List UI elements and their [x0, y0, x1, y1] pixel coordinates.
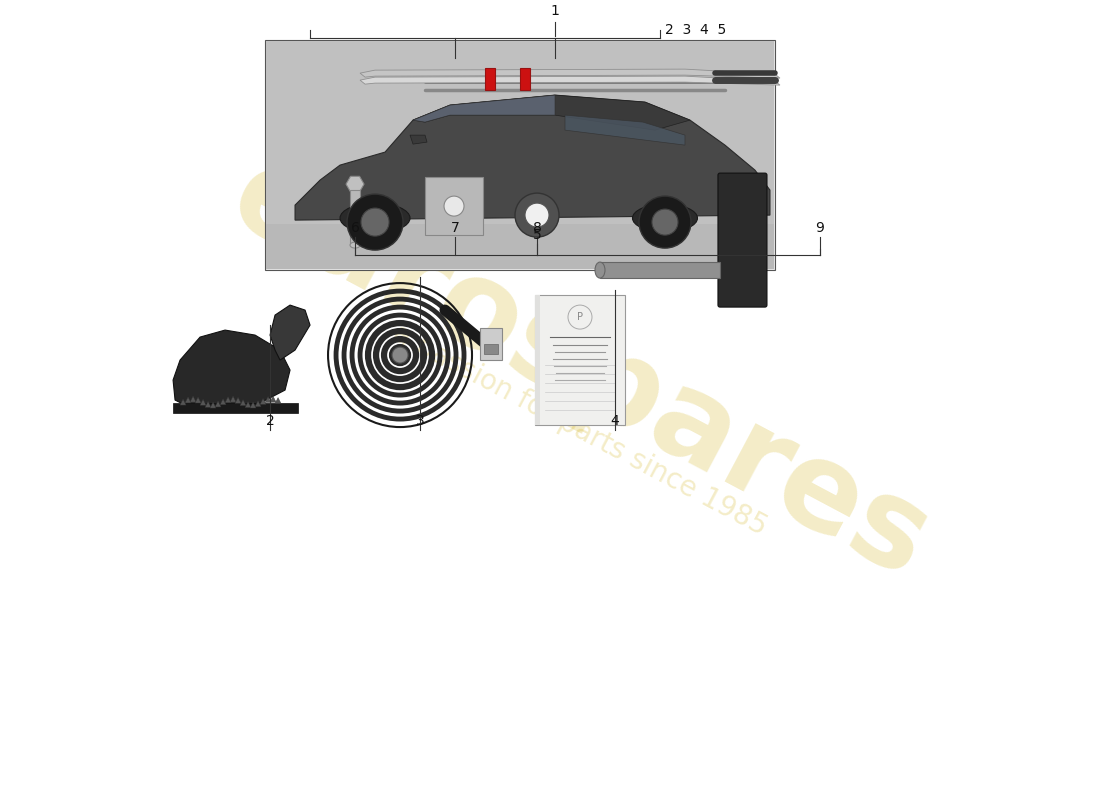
Text: 2  3  4  5: 2 3 4 5: [666, 23, 726, 37]
Polygon shape: [185, 397, 191, 403]
Bar: [265, 40, 776, 270]
Text: 8: 8: [532, 221, 541, 235]
Polygon shape: [220, 398, 227, 405]
Polygon shape: [410, 135, 427, 144]
Bar: [266, 41, 774, 269]
Circle shape: [392, 347, 408, 363]
Circle shape: [444, 196, 464, 216]
Text: P: P: [578, 312, 583, 322]
Circle shape: [361, 208, 389, 236]
Polygon shape: [195, 397, 201, 403]
Polygon shape: [412, 95, 556, 122]
Bar: [266, 224, 774, 269]
Bar: [600, 262, 720, 278]
Polygon shape: [240, 399, 246, 406]
Polygon shape: [250, 402, 256, 408]
Ellipse shape: [632, 204, 697, 232]
Polygon shape: [230, 396, 236, 402]
Circle shape: [346, 194, 403, 250]
Bar: [535, 295, 540, 425]
Polygon shape: [216, 401, 221, 407]
Bar: [535, 295, 625, 425]
Polygon shape: [210, 402, 216, 408]
Bar: [425, 177, 483, 235]
Text: 9: 9: [815, 221, 824, 235]
Ellipse shape: [340, 203, 410, 233]
Polygon shape: [346, 176, 364, 192]
Polygon shape: [226, 397, 231, 402]
Polygon shape: [265, 397, 271, 402]
Text: a passion for parts since 1985: a passion for parts since 1985: [388, 319, 772, 541]
Polygon shape: [200, 399, 206, 406]
Polygon shape: [270, 305, 310, 360]
Text: eurospares: eurospares: [211, 137, 948, 603]
Bar: [480, 328, 502, 360]
Polygon shape: [255, 401, 261, 406]
Polygon shape: [205, 402, 211, 407]
Bar: [485, 68, 495, 90]
Circle shape: [515, 193, 559, 237]
Text: 3: 3: [416, 414, 425, 428]
Bar: [520, 68, 530, 90]
Polygon shape: [270, 396, 276, 402]
Polygon shape: [245, 402, 251, 407]
Circle shape: [652, 209, 678, 235]
Polygon shape: [235, 398, 241, 403]
Polygon shape: [260, 398, 266, 404]
FancyBboxPatch shape: [718, 173, 767, 307]
Text: 1: 1: [551, 4, 560, 18]
Text: 7: 7: [451, 221, 460, 235]
Ellipse shape: [595, 262, 605, 278]
Text: 4: 4: [610, 414, 619, 428]
Bar: [350, 190, 360, 245]
Polygon shape: [275, 398, 280, 404]
Ellipse shape: [350, 242, 360, 248]
Polygon shape: [360, 76, 780, 85]
Polygon shape: [173, 330, 290, 407]
Polygon shape: [180, 399, 186, 405]
Polygon shape: [360, 69, 780, 78]
Text: 5: 5: [532, 228, 541, 242]
Text: 6: 6: [351, 221, 360, 235]
Bar: [173, 403, 298, 413]
Polygon shape: [190, 396, 196, 402]
Circle shape: [525, 203, 549, 227]
Polygon shape: [412, 95, 690, 130]
Polygon shape: [565, 115, 685, 145]
Circle shape: [639, 196, 691, 248]
Polygon shape: [295, 95, 770, 220]
Text: 2: 2: [266, 414, 274, 428]
Bar: [484, 344, 498, 354]
